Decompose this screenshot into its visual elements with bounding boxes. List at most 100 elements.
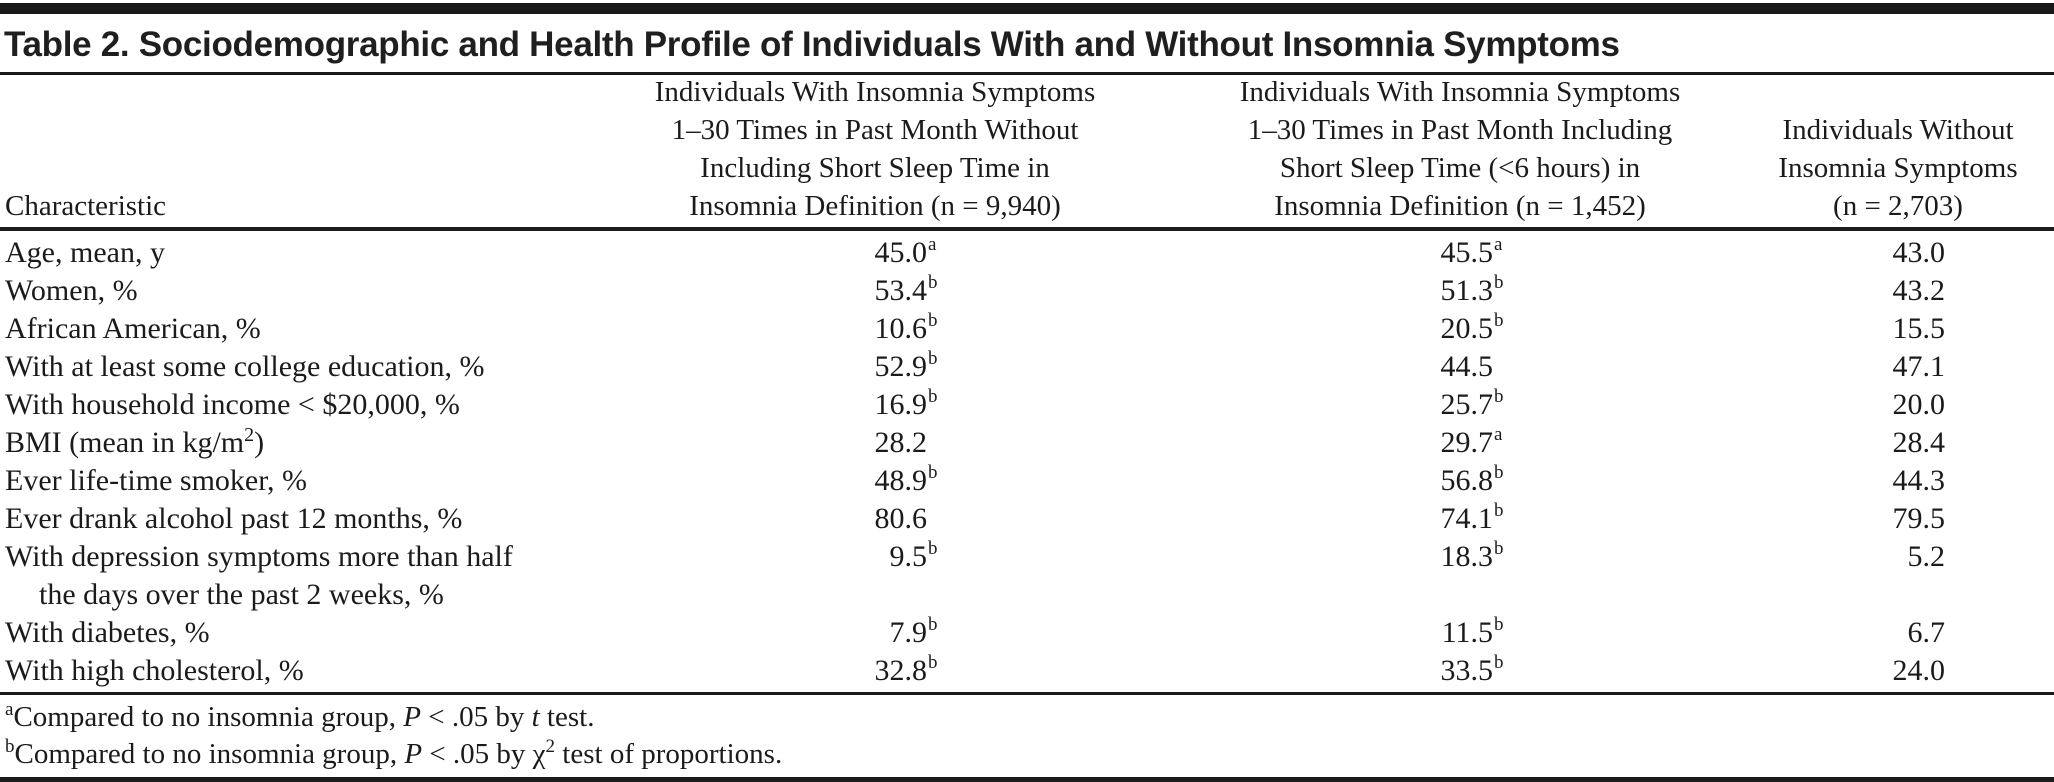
value-col2: 20.5: [1440, 312, 1494, 345]
superscript-marker: b: [928, 462, 938, 483]
row-label: Ever life-time smoker, %: [5, 464, 308, 497]
header-rule: [0, 227, 2054, 231]
header-line: Including Short Sleep Time in: [700, 152, 1050, 184]
row-label: With household income < $20,000, %: [5, 388, 460, 421]
value-col3: 24.0: [1892, 654, 1946, 687]
header-line: Insomnia Symptoms: [1778, 152, 2018, 184]
superscript-marker: b: [928, 310, 938, 331]
value-col1: 28.2: [874, 426, 928, 459]
row-label: With depression symptoms more than half …: [0, 538, 620, 614]
value-col3: 28.4: [1892, 426, 1946, 459]
superscript-marker: b: [928, 386, 938, 407]
row-label-line2: the days over the past 2 weeks, %: [39, 578, 444, 611]
row-label: Women, %: [5, 274, 138, 307]
value-col3: 44.3: [1892, 464, 1946, 497]
superscript-marker: b: [928, 538, 938, 559]
value-col2: 18.3: [1440, 540, 1494, 573]
header-line: Individuals With Insomnia Symptoms: [1239, 76, 1681, 108]
header-line: 1–30 Times in Past Month Including: [1247, 114, 1673, 146]
table-row-depression: With depression symptoms more than half …: [0, 538, 2054, 614]
header-line: Individuals With Insomnia Symptoms: [654, 76, 1096, 108]
header-line: 1–30 Times in Past Month Without: [671, 114, 1079, 146]
chi-squared-superscript: 2: [545, 736, 556, 757]
header-line: Individuals Without: [1782, 114, 2014, 146]
header-col-insomnia-including-short-sleep: Individuals With Insomnia Symptoms 1–30 …: [1140, 73, 1780, 225]
header-col-without-insomnia: Individuals Without Insomnia Symptoms (n…: [1742, 111, 2054, 225]
bottom-rule: [0, 777, 2054, 782]
body-footnote-rule: [0, 692, 2054, 695]
value-col2: 25.7: [1440, 388, 1494, 421]
row-label: With high cholesterol, %: [5, 654, 304, 687]
header-characteristic: Characteristic: [5, 190, 167, 222]
table-row-african-american: African American, % 10.6 b 20.5 b 15.5: [0, 310, 2054, 348]
value-col1: 48.9: [874, 464, 928, 497]
superscript-marker: a: [928, 234, 937, 255]
superscript-marker: a: [1494, 234, 1503, 255]
value-col2: 74.1: [1440, 502, 1494, 535]
value-col1: 9.5: [889, 540, 928, 573]
table-footnotes: aCompared to no insomnia group, P < .05 …: [0, 695, 2054, 777]
t-test-symbol: t: [531, 701, 540, 733]
value-col2: 33.5: [1440, 654, 1494, 687]
value-col2: 29.7: [1440, 426, 1494, 459]
p-value-symbol: P: [403, 701, 421, 733]
value-col3: 6.7: [1907, 616, 1946, 649]
value-col1: 52.9: [874, 350, 928, 383]
value-col3: 79.5: [1892, 502, 1946, 535]
row-label: BMI (mean in kg/m2): [5, 424, 265, 459]
value-col3: 20.0: [1892, 388, 1946, 421]
value-col3: 5.2: [1907, 540, 1946, 573]
header-col-insomnia-without-short-sleep: Individuals With Insomnia Symptoms 1–30 …: [520, 73, 1230, 225]
superscript-marker: b: [928, 348, 938, 369]
superscript-marker: b: [1494, 500, 1504, 521]
superscript-marker: b: [1494, 538, 1504, 559]
footnote-a: aCompared to no insomnia group, P < .05 …: [5, 699, 595, 733]
superscript-marker: b: [928, 272, 938, 293]
value-col2: 11.5: [1441, 616, 1493, 649]
superscript-marker: b: [1494, 652, 1504, 673]
p-value-symbol: P: [404, 738, 423, 770]
footnote-b-marker: b: [5, 736, 15, 757]
row-label: Ever drank alcohol past 12 months, %: [5, 502, 463, 535]
value-col3: 43.0: [1892, 236, 1946, 269]
value-col3: 47.1: [1892, 350, 1946, 383]
superscript-marker: b: [1494, 614, 1504, 635]
table-row-women: Women, % 53.4 b 51.3 b 43.2: [0, 272, 2054, 310]
table-row-cholesterol: With high cholesterol, % 32.8 b 33.5 b 2…: [0, 652, 2054, 690]
header-line: Insomnia Definition (n = 1,452): [1274, 190, 1646, 222]
superscript-marker: b: [1494, 386, 1504, 407]
table-row-alcohol: Ever drank alcohol past 12 months, % 80.…: [0, 500, 2054, 538]
superscript-marker: b: [1494, 462, 1504, 483]
value-col1: 7.9: [889, 616, 928, 649]
table-body: Age, mean, y 45.0 a 45.5 a 43.0 Women, %…: [0, 231, 2054, 692]
footnote-a-marker: a: [5, 699, 14, 720]
row-label: Age, mean, y: [5, 236, 165, 269]
table-header: Characteristic Individuals With Insomnia…: [0, 75, 2054, 227]
value-col1: 45.0: [874, 236, 928, 269]
superscript-marker: b: [1494, 310, 1504, 331]
header-line: Short Sleep Time (<6 hours) in: [1279, 152, 1641, 184]
row-label: African American, %: [5, 312, 261, 345]
table-row-smoker: Ever life-time smoker, % 48.9 b 56.8 b 4…: [0, 462, 2054, 500]
table-row-bmi: BMI (mean in kg/m2) 28.2 29.7 a 28.4: [0, 424, 2054, 462]
value-col2: 51.3: [1440, 274, 1494, 307]
value-col1: 80.6: [874, 502, 928, 535]
squared-superscript: 2: [244, 424, 255, 446]
superscript-marker: b: [1494, 272, 1504, 293]
value-col1: 32.8: [874, 654, 928, 687]
value-col1: 53.4: [874, 274, 928, 307]
table-title: Table 2. Sociodemographic and Health Pro…: [4, 25, 1620, 64]
table-row-age: Age, mean, y 45.0 a 45.5 a 43.0: [0, 234, 2054, 272]
superscript-marker: a: [1494, 424, 1503, 445]
title-rule: [0, 72, 2054, 75]
row-label: With at least some college education, %: [5, 350, 485, 383]
header-line: Insomnia Definition (n = 9,940): [689, 190, 1061, 222]
header-line: (n = 2,703): [1833, 190, 1963, 222]
superscript-marker: b: [928, 652, 938, 673]
value-col3: 43.2: [1892, 274, 1946, 307]
table-row-household-income: With household income < $20,000, % 16.9 …: [0, 386, 2054, 424]
footnote-b: bCompared to no insomnia group, P < .05 …: [5, 736, 783, 770]
value-col1: 16.9: [874, 388, 928, 421]
value-col1: 10.6: [874, 312, 928, 345]
